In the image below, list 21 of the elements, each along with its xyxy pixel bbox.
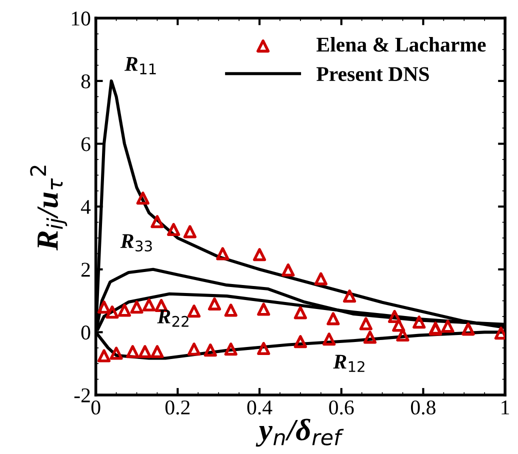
y-tick-label: 6 bbox=[81, 137, 90, 152]
x-tick-label: 0.2 bbox=[165, 400, 190, 415]
legend-label: Elena & Lacharme bbox=[316, 37, 486, 52]
x-axis-title: y$_{n}$/δ$_{ref}$ bbox=[256, 418, 344, 447]
y-tick-label: 10 bbox=[72, 12, 90, 26]
y-tick-label: 0 bbox=[81, 326, 90, 340]
x-tick-label: 0 bbox=[91, 400, 100, 415]
legend-label: Present DNS bbox=[316, 67, 429, 82]
x-tick-label: 0.6 bbox=[329, 400, 354, 415]
y-tick-label: 4 bbox=[80, 200, 91, 214]
y-tick-label: 2 bbox=[81, 262, 90, 277]
annotation: R$_{12}$ bbox=[333, 354, 364, 372]
y-tick-label: 8 bbox=[81, 74, 90, 88]
x-tick-label: 0.8 bbox=[410, 400, 436, 415]
annotation: R$_{11}$ bbox=[124, 57, 156, 74]
x-tick-label: 0.4 bbox=[247, 400, 272, 415]
x-tick-label: 1 bbox=[502, 400, 510, 414]
annotation: R$_{22}$ bbox=[157, 310, 188, 327]
y-axis-title: R$_{ij}$/u$_{τ}$$^{2}$ bbox=[30, 166, 68, 250]
annotation: R$_{33}$ bbox=[120, 234, 152, 252]
y-tick-label: -2 bbox=[74, 388, 90, 402]
